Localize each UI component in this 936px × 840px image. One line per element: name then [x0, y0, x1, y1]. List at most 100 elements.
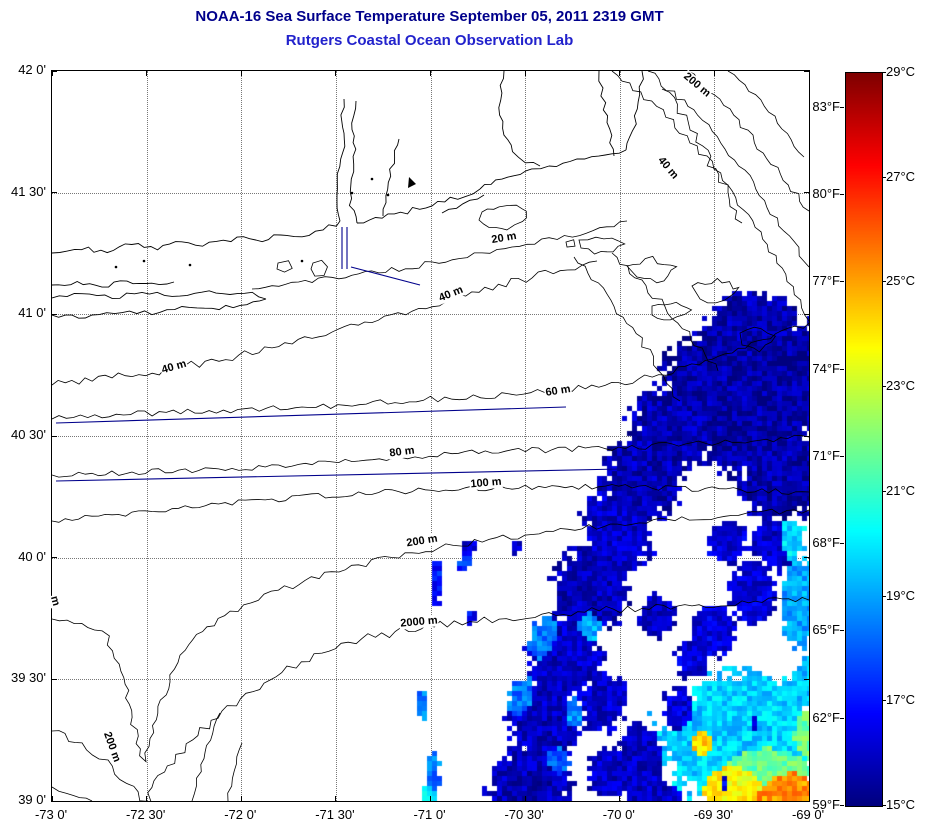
bathy-contour	[647, 71, 809, 268]
colorbar-temp-f-label: 77°F	[812, 273, 840, 289]
colorbar-tick-c	[882, 176, 886, 178]
colorbar-gradient	[846, 73, 882, 806]
colorbar-tick-f	[840, 805, 844, 806]
islet-dot	[350, 191, 354, 195]
bathy-2000m	[52, 597, 809, 801]
axis-tick	[52, 800, 57, 802]
colorbar-tick-f	[840, 106, 844, 108]
coastline	[52, 280, 175, 288]
figure-title: NOAA-16 Sea Surface Temperature Septembe…	[195, 8, 664, 25]
colorbar-temp-c-label: 29°C	[886, 64, 916, 79]
figure-subtitle: Rutgers Coastal Ocean Observation Lab	[285, 32, 574, 49]
colorbar-temp-c-label: 27°C	[886, 168, 916, 184]
transect-line	[55, 406, 567, 424]
axis-tick	[430, 71, 431, 76]
colorbar-temp-f-label: 71°F	[812, 447, 840, 463]
coastline	[52, 298, 267, 319]
axis-tick	[808, 71, 810, 76]
colorbar-temp-c-label: 25°C	[886, 273, 916, 289]
coastline	[479, 165, 550, 190]
islet-dot	[300, 259, 304, 263]
coastline	[52, 290, 267, 300]
lon-tick-label: -69 30'	[693, 807, 734, 822]
islet-dot	[142, 259, 146, 263]
axis-tick	[804, 678, 809, 680]
colorbar-tick-f	[840, 717, 844, 719]
bathy-100m	[52, 483, 809, 523]
colorbar-tick-f	[840, 543, 844, 545]
colorbar-tick-f	[840, 630, 844, 632]
canyon-contour	[227, 742, 243, 801]
colorbar-temp-f-label: 68°F	[812, 535, 840, 551]
axis-tick	[240, 71, 242, 76]
bathy-contour	[611, 71, 809, 322]
axis-tick	[804, 192, 809, 194]
axis-tick	[619, 796, 621, 801]
lat-tick-label: 42 0'	[18, 62, 46, 77]
colorbar	[845, 72, 883, 807]
bathy-contour	[52, 786, 93, 801]
axis-tick	[51, 71, 53, 76]
lon-tick-label: -70 0'	[602, 807, 635, 822]
colorbar-tick-c	[882, 805, 886, 806]
bathy-40m	[52, 260, 598, 386]
coastline	[625, 71, 644, 151]
axis-tick	[524, 71, 526, 76]
colorbar-tick-c	[882, 281, 886, 283]
colorbar-temp-c-label: 23°C	[886, 378, 916, 394]
colorbar-tick-c	[882, 700, 886, 702]
colorbar-temp-f-label: 80°F	[812, 186, 840, 202]
axis-tick	[804, 800, 809, 802]
transect-line	[350, 266, 421, 286]
colorbar-tick-c	[882, 595, 886, 597]
coastline	[441, 194, 485, 214]
axis-tick	[52, 192, 57, 194]
bathy-contour	[661, 88, 743, 224]
colorbar-temp-c-label: 21°C	[886, 482, 916, 498]
axis-tick	[335, 796, 337, 801]
axis-tick	[52, 435, 57, 437]
shoal-contour	[691, 277, 740, 304]
lat-tick-label: 39 30'	[10, 670, 46, 686]
shoal-contour	[651, 301, 693, 321]
island	[478, 204, 527, 231]
colorbar-temp-c-label: 15°C	[886, 797, 916, 812]
axis-tick	[52, 313, 57, 315]
marker-arrow	[408, 177, 416, 188]
coastline	[382, 138, 400, 217]
axis-tick	[804, 435, 809, 437]
lon-tick-label: -71 0'	[413, 807, 446, 822]
axis-tick	[335, 71, 337, 76]
axis-tick	[430, 796, 431, 801]
lat-tick-label: 41 30'	[10, 183, 46, 199]
bathy-60m	[52, 322, 809, 420]
axis-tick	[804, 557, 809, 559]
coastline	[336, 98, 346, 222]
colorbar-temp-f-label: 59°F	[812, 797, 840, 812]
colorbar-tick-c	[882, 72, 886, 73]
coastline	[598, 71, 615, 157]
axis-tick	[713, 796, 715, 801]
bathy-80m	[52, 434, 809, 478]
colorbar-temp-c-label: 19°C	[886, 587, 916, 603]
axis-tick	[804, 70, 809, 72]
coastline	[498, 71, 541, 167]
colorbar-temp-f-label: 62°F	[812, 709, 840, 725]
lat-tick-label: 39 0'	[18, 792, 46, 807]
axis-tick	[619, 71, 621, 76]
shoal-contour	[611, 252, 719, 372]
island	[310, 259, 328, 277]
colorbar-tick-f	[840, 194, 844, 196]
bathy-contour	[727, 71, 805, 158]
axis-tick	[146, 796, 148, 801]
colorbar-tick-c	[882, 386, 886, 388]
bathy-200m	[52, 508, 809, 763]
island	[276, 260, 293, 273]
coastline	[356, 188, 481, 224]
axis-tick	[52, 678, 57, 680]
axis-tick	[804, 313, 809, 315]
axis-tick	[52, 557, 57, 559]
lon-tick-label: -72 0'	[224, 807, 257, 822]
bathy-20m	[251, 220, 628, 290]
